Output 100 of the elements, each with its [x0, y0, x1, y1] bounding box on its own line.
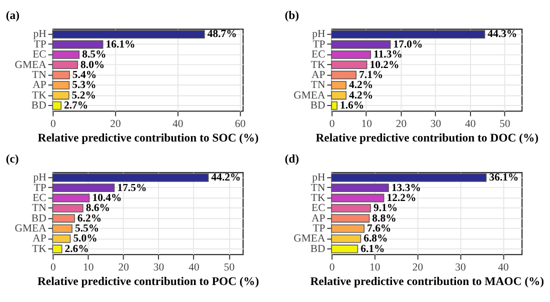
x-tick-label: 20 [396, 118, 407, 130]
y-tick-label: TP [34, 182, 46, 194]
bar [52, 70, 70, 80]
data-label: 17.5% [117, 182, 147, 194]
chart-title: (c) [6, 152, 19, 166]
x-tick-label: 0 [50, 261, 56, 274]
data-label: 13.3% [391, 182, 421, 194]
data-label: 8.6% [86, 202, 110, 214]
x-tick-label: 10 [83, 261, 94, 274]
data-label: 5.2% [72, 89, 96, 102]
y-tick-label: pH [33, 28, 47, 40]
y-tick-label: AP [312, 212, 326, 224]
data-label: 36.1% [489, 172, 519, 184]
data-label: 5.0% [73, 232, 98, 245]
bar [52, 30, 205, 39]
data-label: 11.3% [374, 48, 402, 61]
x-tick-label: 30 [455, 261, 466, 274]
y-tick-label: TP [34, 38, 46, 50]
y-tick-label: TK [310, 192, 326, 204]
y-tick-label: AP [32, 232, 46, 245]
x-tick-label: 30 [153, 261, 164, 274]
bar [331, 101, 338, 110]
data-label: 8.8% [372, 212, 396, 224]
data-label: 12.2% [386, 192, 416, 204]
bar [52, 101, 62, 110]
y-tick-label: TK [310, 58, 326, 71]
x-tick-label: 40 [188, 261, 200, 274]
x-tick-label: 50 [500, 118, 510, 130]
bar [331, 194, 384, 202]
data-label: 7.1% [359, 68, 384, 81]
data-label: 16.1% [106, 38, 136, 50]
data-label: 1.6% [340, 99, 364, 112]
x-tick-label: 0 [329, 118, 335, 130]
y-tick-label: EC [312, 48, 326, 61]
x-tick-label: 50 [224, 261, 235, 274]
data-label: 48.7% [207, 28, 237, 40]
data-label: 4.2% [349, 89, 374, 102]
x-tick-label: 0 [50, 118, 56, 130]
bar [331, 40, 391, 49]
y-tick-label: GMEA [294, 232, 326, 245]
y-tick-label: GMEA [294, 89, 326, 102]
x-tick-label: 30 [430, 118, 442, 130]
y-tick-label: BD [310, 242, 326, 255]
y-tick-label: BD [31, 212, 47, 224]
x-tick-label: 60 [234, 118, 246, 130]
data-label: 10.4% [92, 192, 122, 204]
bar [52, 40, 104, 49]
y-tick-label: GMEA [14, 58, 47, 71]
data-label: 6.8% [364, 232, 388, 245]
y-tick-label: TN [310, 182, 326, 194]
x-axis-title: Relative predictive contribution to SOC (%) [38, 132, 259, 145]
x-axis-title: Relative predictive contribution to MAOC (%) [310, 274, 544, 288]
y-tick-label: AP [32, 79, 46, 92]
y-tick-label: EC [32, 48, 46, 61]
y-tick-label: EC [32, 192, 46, 204]
x-tick-label: 10 [370, 261, 380, 274]
data-label: 5.3% [72, 79, 96, 92]
x-tick-label: 40 [464, 118, 476, 130]
data-label: 9.1% [373, 202, 398, 214]
data-label: 8.5% [82, 48, 106, 61]
y-tick-label: AP [312, 68, 326, 81]
y-tick-label: EC [312, 202, 326, 214]
data-label: 6.1% [360, 242, 385, 255]
data-label: 17.0% [393, 38, 423, 50]
bar [52, 194, 90, 202]
data-label: 6.2% [77, 212, 102, 224]
bar [52, 224, 72, 233]
data-label: 5.4% [72, 68, 97, 81]
y-tick-label: TK [32, 89, 47, 102]
x-tick-label: 10 [361, 118, 372, 130]
data-label: 44.2% [211, 172, 241, 184]
x-tick-label: 0 [329, 261, 335, 274]
x-tick-label: 20 [412, 261, 424, 274]
y-tick-label: GMEA [14, 222, 47, 234]
y-tick-label: pH [33, 172, 47, 184]
chart-title: (b) [284, 9, 300, 22]
y-tick-label: TN [32, 68, 47, 81]
y-tick-label: pH [312, 28, 326, 40]
data-label: 7.6% [367, 222, 392, 234]
x-tick-label: 40 [172, 118, 184, 130]
data-label: 8.0% [80, 58, 105, 71]
y-tick-label: TN [32, 202, 47, 214]
data-label: 44.3% [488, 28, 518, 40]
data-label: 2.7% [64, 99, 88, 112]
x-axis-title: Relative predictive contribution to DOC (%) [316, 132, 539, 145]
bar [331, 30, 486, 39]
y-tick-label: BD [310, 99, 326, 112]
bar [331, 70, 356, 80]
data-label: 2.6% [64, 242, 89, 255]
x-axis-title: Relative predictive contribution to POC (%) [37, 274, 260, 288]
y-tick-label: pH [312, 172, 326, 184]
data-label: 10.2% [370, 58, 400, 71]
y-tick-label: BD [31, 99, 47, 112]
x-tick-label: 20 [118, 261, 129, 274]
y-tick-label: TP [312, 222, 326, 234]
y-tick-label: TN [310, 79, 326, 92]
bar [331, 224, 364, 233]
data-label: 5.5% [74, 222, 100, 234]
y-tick-label: TK [32, 242, 47, 255]
x-tick-label: 40 [498, 261, 509, 274]
